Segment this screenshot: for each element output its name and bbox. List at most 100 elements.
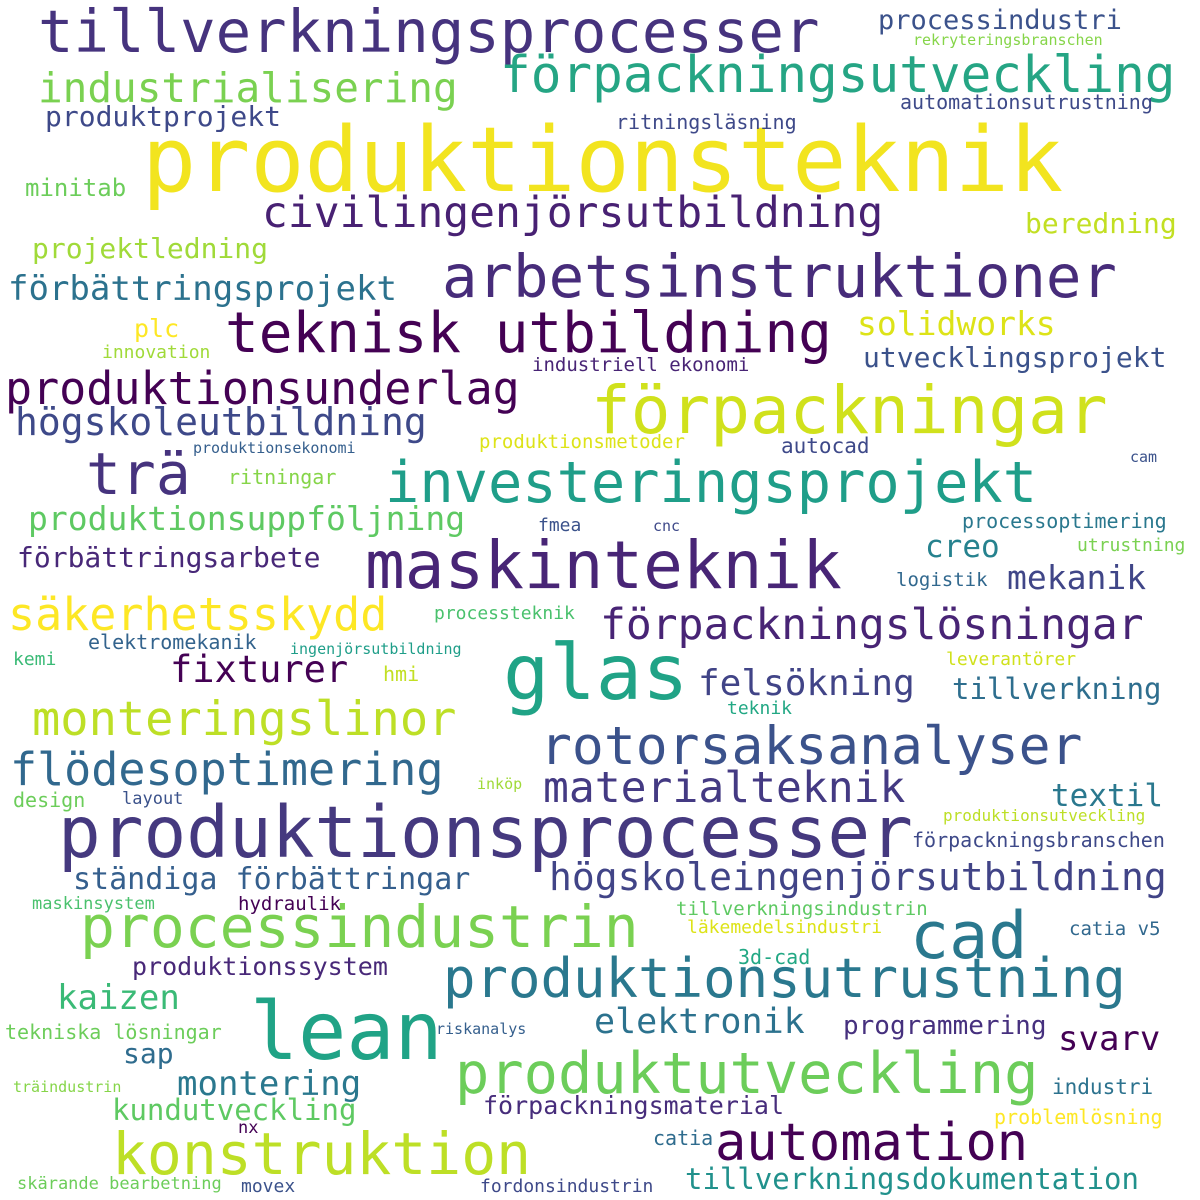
word: tillverkningsindustrin <box>676 898 928 920</box>
word: utvecklingsprojekt <box>863 341 1167 374</box>
word: movex <box>241 1176 296 1197</box>
word: maskinteknik <box>365 527 842 604</box>
word: förbättringsarbete <box>17 541 321 574</box>
word: teknisk utbildning <box>225 301 832 366</box>
word: rekryteringsbranschen <box>913 31 1103 49</box>
word: tillverkning <box>952 672 1162 706</box>
word: leverantörer <box>946 649 1077 670</box>
word: trä <box>86 440 191 508</box>
word: svarv <box>1058 1019 1161 1059</box>
word: arbetsinstruktioner <box>442 242 1117 311</box>
word: 3d-cad <box>738 945 811 969</box>
word: industri <box>1052 1075 1154 1099</box>
word: ritningsläsning <box>616 110 797 134</box>
word: produktionsutrustning <box>443 947 1126 1010</box>
word: projektledning <box>32 232 269 265</box>
word: solidworks <box>857 304 1056 343</box>
word: rotorsaksanalyser <box>540 716 1083 777</box>
word: inköp <box>477 775 523 793</box>
word: produktionsprocesser <box>58 791 913 874</box>
word: automationsutrustning <box>900 90 1153 114</box>
word: produktionsekonomi <box>193 439 356 457</box>
word: civilingenjörsutbildning <box>262 188 884 238</box>
word: högskoleingenjörsutbildning <box>549 855 1167 899</box>
word: lean <box>250 985 443 1078</box>
word: tillverkningsprocesser <box>38 0 820 66</box>
word: tillverkningsdokumentation <box>685 1162 1139 1196</box>
word: glas <box>503 629 689 718</box>
word: mekanik <box>1007 558 1147 597</box>
word: produktprojekt <box>45 100 282 133</box>
word: ständiga förbättringar <box>73 862 471 897</box>
word: kundutveckling <box>112 1093 357 1127</box>
word: elektronik <box>594 1002 805 1042</box>
word: layout <box>122 789 184 809</box>
word: teknik <box>727 698 793 719</box>
word: produktionsteknik <box>142 108 1064 213</box>
word: automation <box>715 1113 1029 1173</box>
word: skärande bearbetning <box>17 1174 222 1194</box>
word: innovation <box>102 342 211 363</box>
word: ritningar <box>228 465 337 489</box>
word: konstruktion <box>112 1120 532 1188</box>
word: hmi <box>383 662 420 686</box>
word: sap <box>123 1037 174 1070</box>
word: programmering <box>843 1011 1047 1041</box>
word: produktionsuppföljning <box>28 499 466 538</box>
word: förpackningslösningar <box>600 600 1144 650</box>
word: cnc <box>653 517 681 535</box>
word: kemi <box>13 649 57 670</box>
word: textil <box>1051 778 1163 814</box>
word: säkerhetsskydd <box>8 588 388 641</box>
word: materialteknik <box>543 763 906 813</box>
word: produktionsunderlag <box>5 362 520 415</box>
word: processindustri <box>878 5 1122 36</box>
word: maskinsystem <box>32 894 155 914</box>
word: industrialisering <box>38 64 458 112</box>
word: fordonsindustrin <box>480 1176 654 1197</box>
word: förpackningar <box>591 372 1108 449</box>
word: minitab <box>25 174 127 202</box>
word: felsökning <box>698 663 915 704</box>
word: montering <box>177 1064 362 1104</box>
word: riskanalys <box>436 1020 527 1038</box>
word: tekniska lösningar <box>5 1020 222 1044</box>
word: catia <box>653 1126 714 1150</box>
word: logistik <box>896 569 988 591</box>
word: cam <box>1130 448 1158 466</box>
word: produktutveckling <box>455 1041 1039 1107</box>
word: problemlösning <box>994 1105 1163 1129</box>
word: fmea <box>538 515 582 536</box>
word: nx <box>238 1118 259 1138</box>
word: ingenjörsutbildning <box>290 640 462 658</box>
word: beredning <box>1025 207 1177 240</box>
word: elektromekanik <box>88 630 257 654</box>
word: processteknik <box>434 603 575 624</box>
word: produktionsutveckling <box>943 806 1146 825</box>
word: läkemedelsindustri <box>687 917 883 938</box>
word: produktionsmetoder <box>479 431 685 453</box>
word: förpackningsbranschen <box>912 828 1165 852</box>
word: hydraulik <box>238 893 341 915</box>
word: produktionssystem <box>132 952 388 981</box>
word: processindustrin <box>80 893 639 961</box>
word: creo <box>925 529 1000 565</box>
word: flödesoptimering <box>10 743 444 796</box>
word: högskoleutbildning <box>15 400 427 444</box>
word: autocad <box>781 434 870 458</box>
word: fixturer <box>170 648 349 691</box>
word: cad <box>910 899 1028 974</box>
word: industriell ekonomi <box>532 354 750 376</box>
word: investeringsprojekt <box>385 450 1038 516</box>
word: processoptimering <box>962 509 1167 533</box>
word: catia v5 <box>1069 918 1161 940</box>
word: förpackningsutveckling <box>500 46 1176 105</box>
word: förbättringsprojekt <box>8 269 397 309</box>
word: monteringslinor <box>32 692 457 747</box>
word: design <box>13 788 86 812</box>
word: kaizen <box>57 978 180 1018</box>
word: plc <box>134 314 180 343</box>
word: träindustrin <box>13 1078 122 1096</box>
word: förpackningsmaterial <box>483 1091 785 1120</box>
